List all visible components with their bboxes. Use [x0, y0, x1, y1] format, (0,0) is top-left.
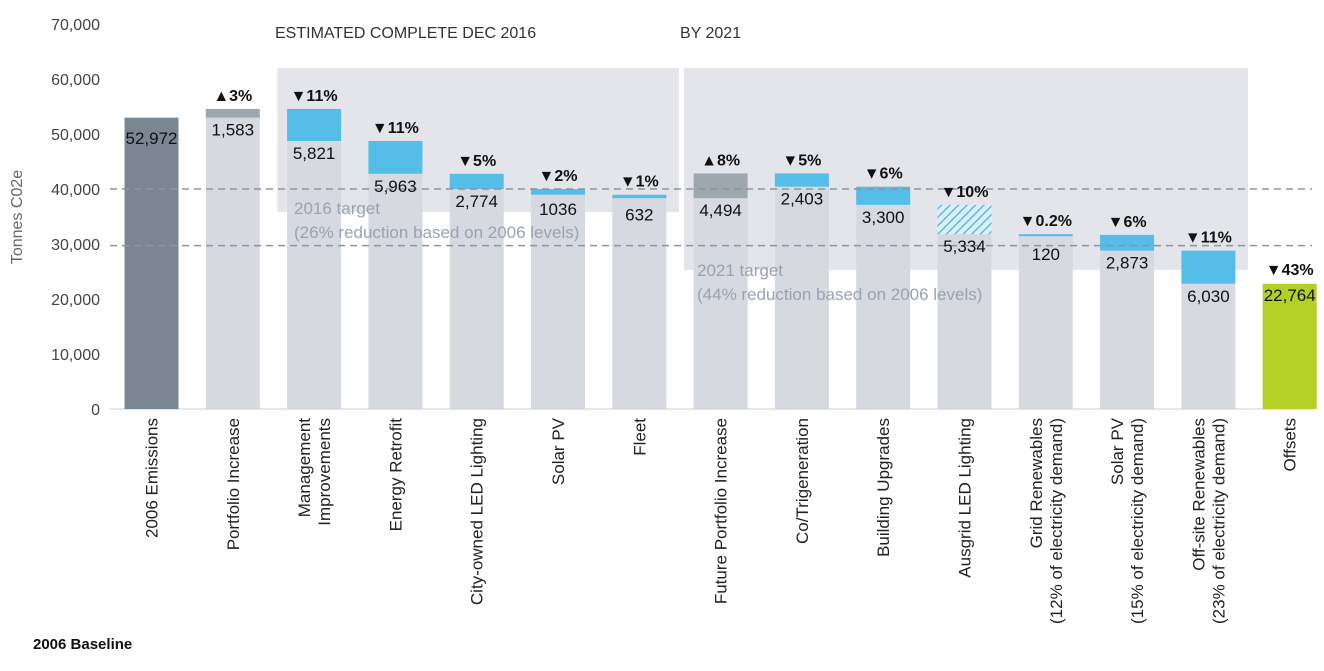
category-label: Management	[295, 418, 314, 518]
bar-reduction	[774, 173, 829, 187]
value-label: 22,764	[1264, 286, 1316, 305]
value-label: 1036	[539, 200, 577, 219]
baseline-footnote: 2006 Baseline	[33, 636, 133, 653]
category-label: Offsets	[1281, 418, 1300, 472]
bar-reduction	[531, 189, 585, 195]
category-label: (12% of electricity demand)	[1047, 418, 1066, 624]
running-total-column	[612, 198, 667, 409]
bar-reduction	[856, 186, 911, 205]
running-total-column	[368, 173, 423, 409]
bar-reduction	[1181, 250, 1236, 284]
percent-label: ▲8%	[701, 152, 740, 169]
value-label: 52,972	[126, 129, 178, 148]
percent-label: ▼43%	[1266, 262, 1314, 279]
percent-label: ▼0.2%	[1020, 213, 1072, 230]
percent-label: ▼11%	[291, 88, 338, 105]
percent-label: ▼5%	[457, 153, 496, 170]
bar-reduction-hatched	[937, 204, 992, 235]
category-label: Energy Retrofit	[386, 418, 405, 532]
category-label: Building Upgrades	[874, 418, 893, 557]
value-label: 5,334	[943, 237, 986, 256]
running-total-column	[1100, 250, 1155, 409]
category-label: Portfolio Increase	[224, 418, 243, 550]
value-label: 2,403	[781, 190, 824, 209]
y-tick-label: 70,000	[51, 17, 100, 34]
target-sublabel: (44% reduction based on 2006 levels)	[697, 285, 982, 304]
value-label: 3,300	[862, 208, 905, 227]
category-label: (15% of electricity demand)	[1128, 418, 1147, 624]
running-total-column	[774, 186, 829, 409]
value-label: 5,963	[374, 177, 417, 196]
category-label: Improvements	[315, 418, 334, 526]
bar-reduction	[449, 173, 504, 190]
percent-label: ▼11%	[1185, 230, 1232, 247]
value-label: 120	[1032, 245, 1060, 264]
bar-reduction	[612, 194, 667, 199]
target-label: 2016 target	[294, 199, 380, 218]
y-tick-label: 10,000	[51, 347, 100, 364]
value-label: 1,583	[212, 121, 255, 140]
running-total-column	[693, 198, 748, 409]
value-label: 4,494	[699, 201, 742, 220]
running-total-column	[937, 234, 992, 409]
percent-label: ▼5%	[782, 152, 821, 169]
y-tick-label: 0	[91, 402, 100, 419]
y-tick-label: 60,000	[51, 72, 100, 89]
value-label: 632	[625, 206, 653, 225]
category-label: Ausgrid LED Lighting	[956, 418, 975, 578]
bar-increase	[205, 108, 260, 118]
value-label: 6,030	[1187, 287, 1230, 306]
percent-label: ▼1%	[620, 174, 659, 191]
target-sublabel: (26% reduction based on 2006 levels)	[294, 223, 579, 242]
bar-reduction	[287, 108, 342, 141]
category-label: Future Portfolio Increase	[712, 418, 731, 604]
running-total-column	[287, 140, 342, 409]
value-label: 5,821	[293, 144, 336, 163]
percent-label: ▲3%	[213, 88, 252, 105]
y-axis-label: Tonnes C02e	[9, 170, 26, 264]
running-total-column	[1018, 234, 1073, 409]
category-label: 2006 Emissions	[143, 418, 162, 538]
running-total-column	[449, 189, 504, 409]
category-label: (23% of electricity demand)	[1209, 418, 1228, 624]
bar-reduction	[1100, 234, 1155, 251]
category-label: Fleet	[630, 418, 649, 456]
phase-label: ESTIMATED COMPLETE DEC 2016	[275, 25, 536, 42]
running-total-column	[1181, 283, 1236, 409]
value-label: 2,873	[1106, 254, 1149, 273]
bar-offsets	[1262, 283, 1317, 409]
category-label: Solar PV	[549, 417, 568, 485]
y-tick-label: 30,000	[51, 237, 100, 254]
y-tick-label: 20,000	[51, 292, 100, 309]
category-label: Solar PV	[1108, 417, 1127, 485]
category-label: City-owned LED Lighting	[468, 418, 487, 605]
value-label: 2,774	[455, 192, 498, 211]
bar-reduction	[368, 140, 423, 174]
category-label: Grid Renewables	[1027, 418, 1046, 548]
percent-label: ▼6%	[864, 166, 903, 183]
category-label: Co/Trigeneration	[793, 418, 812, 544]
y-tick-label: 40,000	[51, 182, 100, 199]
percent-label: ▼6%	[1108, 214, 1147, 231]
running-total-column	[531, 194, 585, 409]
y-tick-label: 50,000	[51, 127, 100, 144]
category-label: Off-site Renewables	[1189, 418, 1208, 571]
target-label: 2021 target	[697, 261, 783, 280]
bar-baseline	[124, 117, 179, 410]
percent-label: ▼2%	[539, 168, 578, 185]
percent-label: ▼10%	[941, 184, 989, 201]
running-total-column	[856, 204, 911, 409]
running-total-column	[205, 117, 260, 410]
bar-reduction	[1018, 234, 1073, 237]
phase-label: BY 2021	[680, 25, 741, 42]
bar-increase	[693, 173, 748, 199]
percent-label: ▼11%	[372, 120, 419, 137]
